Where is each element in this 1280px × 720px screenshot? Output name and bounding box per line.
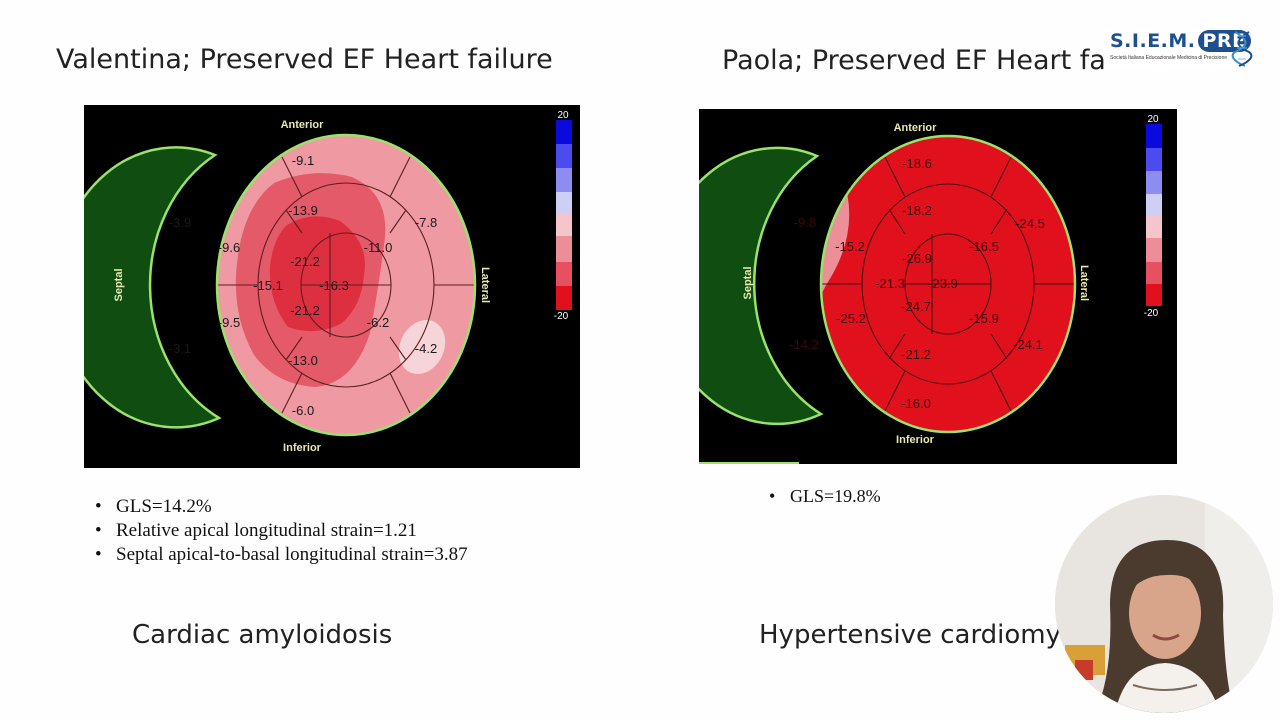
right-bullseye-panel: -18.6 -24.5 -24.1 -16.0 -14.2 -9.8 -18.2… — [699, 109, 1177, 464]
scale-min: -20 — [554, 311, 569, 322]
seg-mid-anteroseptal: -9.6 — [218, 240, 240, 255]
seg-apical-septal: -21.3 — [875, 276, 905, 291]
seg-basal-inferior: -6.0 — [292, 403, 314, 418]
seg-basal-inferior: -16.0 — [901, 396, 931, 411]
right-diagnosis: Hypertensive cardiomyo — [759, 620, 1077, 650]
seg-mid-inferoseptal: -25.2 — [836, 311, 866, 326]
left-finding-relative-apical: Relative apical longitudinal strain=1.21 — [92, 519, 468, 543]
color-scale-bar — [1146, 124, 1162, 306]
segment-grid — [217, 156, 475, 414]
right-finding-gls: GLS=19.8% — [766, 484, 881, 508]
seg-apical-inferior: -21.2 — [290, 303, 320, 318]
label-inferior: Inferior — [896, 434, 935, 446]
segment-grid — [821, 156, 1075, 412]
label-septal: Septal — [113, 268, 125, 301]
seg-basal-anteroseptal: -3.9 — [169, 215, 191, 230]
seg-basal-anterolateral: -24.5 — [1015, 216, 1045, 231]
seg-basal-anterior: -9.1 — [292, 153, 314, 168]
left-bullseye-plot: -9.1 -7.8 -4.2 -6.0 -3.1 -3.9 -13.9 -11.… — [84, 110, 572, 454]
scale-min: -20 — [1144, 308, 1159, 319]
seg-mid-inferior: -13.0 — [288, 353, 318, 368]
seg-apical-anterior: -21.2 — [290, 254, 320, 269]
left-bullseye-panel: -9.1 -7.8 -4.2 -6.0 -3.1 -3.9 -13.9 -11.… — [84, 105, 580, 468]
label-inferior: Inferior — [283, 442, 322, 454]
color-scale-bar — [556, 120, 572, 310]
logo-badge: PRE — [1197, 30, 1251, 52]
seg-basal-inferolateral: -24.1 — [1013, 337, 1043, 352]
presenter-webcam — [1055, 495, 1273, 713]
seg-apical-inferior: -24.7 — [901, 299, 931, 314]
right-bullseye-plot: -18.6 -24.5 -24.1 -16.0 -14.2 -9.8 -18.2… — [699, 114, 1162, 464]
seg-basal-inferolateral: -4.2 — [415, 341, 437, 356]
seg-apical-septal: -15.1 — [253, 278, 283, 293]
seg-mid-inferolateral: -6.2 — [367, 315, 389, 330]
left-diagnosis: Cardiac amyloidosis — [132, 620, 393, 650]
right-findings-list: GLS=19.8% — [766, 484, 881, 508]
seg-apical-anterior: -26.9 — [902, 251, 932, 266]
left-finding-gls: GLS=14.2% — [92, 495, 468, 519]
label-anterior: Anterior — [894, 122, 938, 134]
septal-wall-crescent — [699, 146, 824, 426]
dna-helix-icon — [1231, 31, 1253, 67]
right-slide-title: Paola; Preserved EF Heart failu — [722, 45, 1138, 76]
seg-mid-anterior: -18.2 — [902, 203, 932, 218]
scale-max: 20 — [557, 110, 569, 121]
label-septal: Septal — [742, 266, 754, 299]
left-finding-septal-ratio: Septal apical-to-basal longitudinal stra… — [92, 543, 468, 567]
seg-basal-inferoseptal: -3.1 — [169, 341, 191, 356]
bullseye-outline — [819, 134, 1077, 434]
seg-apical-lateral: -23.9 — [928, 276, 958, 291]
seg-mid-anterolateral: -11.0 — [364, 240, 393, 255]
left-findings-list: GLS=14.2% Relative apical longitudinal s… — [92, 495, 468, 567]
scale-max: 20 — [1147, 114, 1159, 125]
presenter-avatar — [1055, 495, 1273, 713]
seg-mid-inferolateral: -15.9 — [969, 311, 999, 326]
logo-main-text: S.I.E.M. — [1110, 30, 1196, 52]
seg-mid-inferoseptal: -9.5 — [218, 315, 240, 330]
siem-pre-logo: S.I.E.M. PRE Società Italiana Educazional… — [1104, 28, 1256, 70]
label-lateral: Lateral — [1078, 265, 1090, 301]
seg-basal-anterolateral: -7.8 — [415, 215, 437, 230]
seg-basal-anteroseptal: -9.8 — [794, 215, 816, 230]
seg-basal-anterior: -18.6 — [902, 156, 932, 171]
seg-basal-inferoseptal: -14.2 — [789, 337, 819, 352]
seg-mid-anterolateral: -16.5 — [969, 239, 999, 254]
label-anterior: Anterior — [281, 119, 325, 131]
septal-wall-crescent — [84, 146, 222, 429]
seg-mid-anterior: -13.9 — [288, 203, 318, 218]
seg-mid-inferior: -21.2 — [901, 347, 931, 362]
seg-apical-lateral: -16.3 — [319, 278, 349, 293]
left-slide-title: Valentina; Preserved EF Heart failure — [56, 44, 553, 75]
seg-mid-anteroseptal: -15.2 — [835, 239, 865, 254]
logo-subtitle: Società Italiana Educazionale Medicina d… — [1110, 55, 1228, 61]
bullseye-outline — [215, 133, 477, 437]
label-lateral: Lateral — [479, 267, 491, 303]
